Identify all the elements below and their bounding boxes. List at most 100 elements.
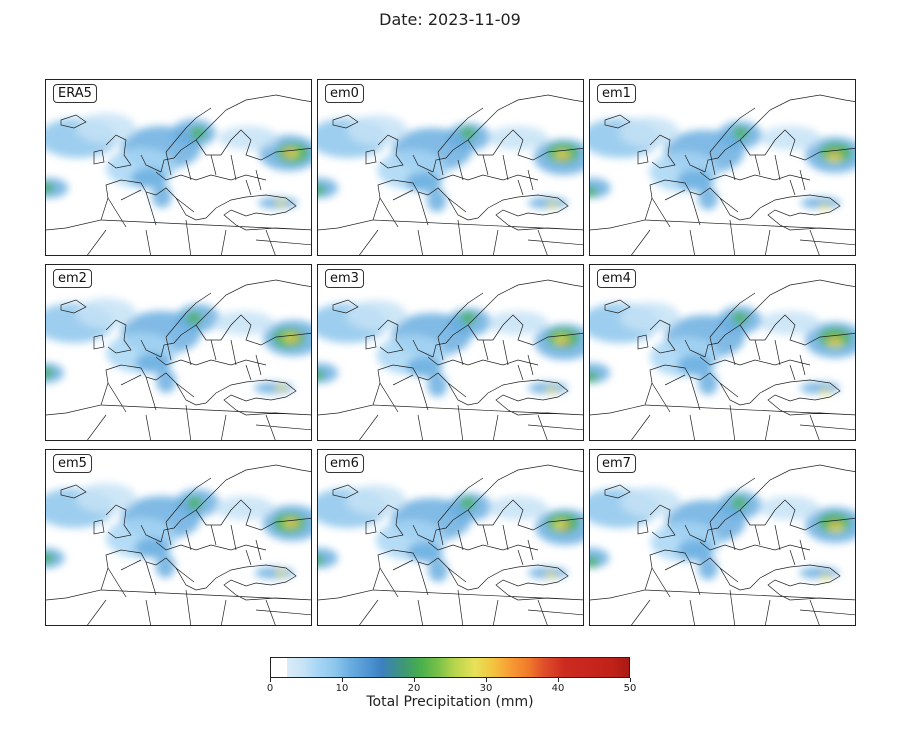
- precipitation-area: [46, 178, 69, 198]
- precipitation-area: [275, 385, 287, 391]
- precipitation-area: [460, 312, 476, 324]
- colorbar-tick: [270, 678, 271, 682]
- precipitation-area: [832, 523, 838, 527]
- map-panel-em3: em3: [317, 264, 584, 441]
- precipitation-area: [561, 340, 568, 344]
- precipitation-area: [698, 186, 718, 210]
- coastline-borders: [590, 464, 855, 625]
- precipitation-area: [346, 300, 407, 330]
- precipitation-map: [46, 94, 311, 255]
- coastline-borders: [46, 94, 311, 255]
- precipitation-area: [832, 153, 838, 157]
- panel-label: em1: [597, 84, 636, 103]
- precipitation-area: [488, 126, 548, 150]
- precipitation-area: [76, 113, 136, 143]
- precipitation-map: [46, 279, 311, 440]
- precipitation-area: [760, 311, 820, 335]
- map-panel-em1: em1: [589, 79, 856, 256]
- precipitation-area: [819, 574, 832, 580]
- precipitation-area: [426, 188, 447, 212]
- precipitation-area: [488, 311, 548, 335]
- colorbar-tick: [486, 678, 487, 682]
- precipitation-area: [345, 485, 406, 515]
- panel-label: em0: [325, 84, 364, 103]
- panel-label: em7: [597, 454, 636, 473]
- precipitation-area: [275, 570, 287, 576]
- colorbar-tick-label: 10: [335, 683, 349, 694]
- precipitation-area: [488, 496, 548, 520]
- precipitation-area: [46, 548, 65, 568]
- precipitation-area: [560, 155, 567, 159]
- coastline-borders: [590, 94, 855, 255]
- precipitation-area: [135, 353, 172, 373]
- precipitation-map: [590, 94, 855, 255]
- map-panel-em5: em5: [45, 449, 312, 626]
- panel-label: em2: [53, 269, 92, 288]
- map-panel-em6: em6: [317, 449, 584, 626]
- colorbar-tick: [630, 678, 631, 682]
- precipitation-area: [46, 368, 54, 378]
- precipitation-area: [318, 370, 325, 380]
- precipitation-area: [827, 522, 844, 532]
- precipitation-area: [46, 363, 64, 383]
- precipitation-area: [185, 312, 202, 324]
- precipitation-area: [760, 126, 821, 150]
- precipitation-area: [318, 548, 338, 568]
- precipitation-area: [213, 311, 274, 335]
- precipitation-area: [732, 127, 749, 139]
- precipitation-area: [46, 553, 54, 563]
- precipitation-area: [289, 521, 296, 525]
- precipitation-area: [545, 387, 558, 393]
- panel-label: em3: [325, 269, 364, 288]
- precipitation-area: [826, 152, 843, 162]
- precipitation-area: [254, 567, 295, 579]
- precipitation-area: [155, 554, 176, 578]
- precipitation-area: [698, 371, 718, 395]
- precipitation-area: [620, 487, 681, 517]
- precipitation-area: [318, 185, 326, 195]
- precipitation-map: [590, 464, 855, 625]
- precipitation-area: [732, 312, 748, 324]
- precipitation-area: [76, 298, 136, 328]
- precipitation-area: [427, 373, 448, 397]
- precipitation-area: [590, 187, 598, 197]
- precipitation-area: [818, 204, 831, 210]
- map-panel-ERA5: ERA5: [45, 79, 312, 256]
- precipitation-area: [186, 497, 203, 509]
- precipitation-area: [275, 200, 287, 206]
- precipitation-area: [544, 572, 557, 578]
- coastline-borders: [318, 94, 583, 255]
- precipitation-area: [620, 302, 680, 332]
- precipitation-area: [460, 127, 476, 139]
- precipitation-area: [253, 382, 294, 394]
- precipitation-area: [214, 496, 275, 520]
- precipitation-area: [46, 183, 54, 193]
- precipitation-area: [590, 372, 598, 382]
- precipitation-area: [134, 538, 171, 558]
- colorbar-tick: [414, 678, 415, 682]
- panel-label: em4: [597, 269, 636, 288]
- precipitation-area: [190, 127, 207, 139]
- coastline-borders: [590, 279, 855, 440]
- precipitation-area: [800, 197, 841, 209]
- precipitation-area: [290, 336, 297, 340]
- precipitation-area: [460, 497, 476, 509]
- precipitation-area: [819, 389, 831, 395]
- precipitation-area: [218, 126, 279, 150]
- map-panel-em7: em7: [589, 449, 856, 626]
- coastline-borders: [46, 464, 311, 625]
- precipitation-area: [759, 496, 820, 520]
- precipitation-area: [151, 184, 172, 208]
- map-panel-em4: em4: [589, 264, 856, 441]
- precipitation-area: [619, 117, 680, 147]
- precipitation-map: [46, 464, 311, 625]
- colorbar-tick: [558, 678, 559, 682]
- precipitation-area: [347, 115, 408, 145]
- colorbar: [270, 657, 630, 678]
- precipitation-area: [799, 567, 840, 579]
- coastline-borders: [46, 279, 311, 440]
- map-panel-em2: em2: [45, 264, 312, 441]
- panel-label: em5: [53, 454, 92, 473]
- coastline-borders: [318, 279, 583, 440]
